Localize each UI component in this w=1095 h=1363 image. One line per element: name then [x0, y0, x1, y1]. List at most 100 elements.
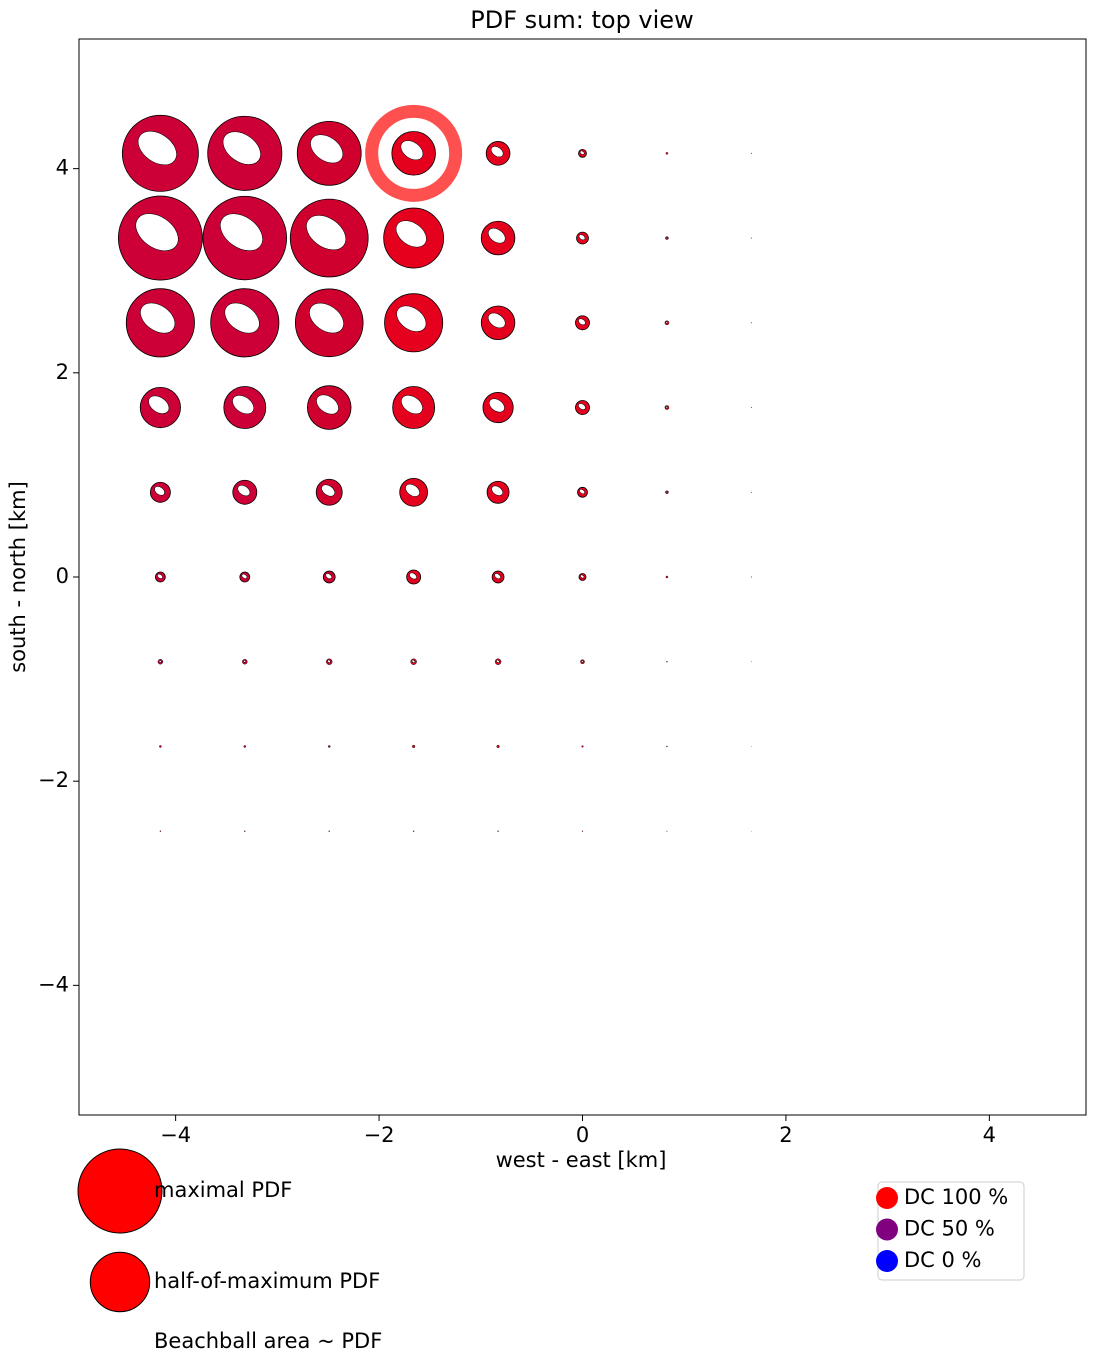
- beachball: [410, 658, 417, 665]
- nodal-plane: [237, 485, 251, 497]
- beachball: [207, 115, 283, 191]
- beachball: [307, 385, 352, 430]
- nodal-plane: [325, 573, 333, 580]
- beachball: [289, 198, 369, 278]
- beachball-disc: [159, 745, 162, 748]
- nodal-plane: [581, 660, 584, 663]
- beachball-disc: [666, 830, 668, 832]
- nodal-plane: [488, 398, 505, 413]
- beachball: [664, 405, 670, 410]
- beachball-disc: [581, 745, 584, 748]
- beachball: [496, 744, 500, 748]
- beachball-disc: [327, 745, 331, 748]
- nodal-plane: [579, 150, 585, 155]
- beachball-disc: [412, 744, 416, 748]
- nodal-plane: [401, 395, 423, 415]
- beachball: [750, 237, 752, 239]
- nodal-plane: [400, 140, 424, 161]
- beachball: [665, 236, 669, 240]
- legend-marker: [876, 1218, 898, 1241]
- beachball: [750, 407, 752, 409]
- beachball: [578, 573, 587, 581]
- beachball: [575, 400, 590, 415]
- nodal-plane: [327, 659, 331, 663]
- y-tick-label: −2: [38, 768, 69, 792]
- beachball-disc: [243, 745, 247, 748]
- x-tick-label: 0: [576, 1123, 589, 1147]
- beachball: [581, 745, 584, 748]
- legend-marker: [876, 1250, 898, 1272]
- beachball: [412, 744, 416, 748]
- nodal-plane: [148, 395, 170, 414]
- nodal-plane: [222, 131, 261, 165]
- legend-label: DC 0 %: [904, 1248, 982, 1272]
- beachball: [575, 315, 590, 331]
- nodal-plane: [494, 573, 501, 580]
- nodal-plane: [135, 213, 179, 251]
- legend-label: DC 50 %: [904, 1217, 995, 1241]
- y-tick-label: 4: [56, 156, 69, 180]
- beachball: [750, 576, 752, 578]
- nodal-plane: [405, 483, 420, 497]
- beachball: [117, 195, 203, 281]
- x-axis-label: west - east [km]: [496, 1148, 667, 1172]
- nodal-plane: [232, 395, 254, 415]
- beachball: [315, 478, 343, 506]
- nodal-plane: [491, 485, 504, 496]
- beachball: [750, 152, 752, 154]
- beachball: [202, 195, 287, 281]
- beachball: [750, 491, 752, 493]
- beachball: [244, 830, 246, 832]
- beachball: [327, 745, 331, 748]
- beachball: [296, 120, 362, 186]
- highlight-ring: [365, 104, 463, 202]
- beachball: [494, 658, 502, 665]
- beachball: [412, 830, 415, 832]
- beachball: [578, 148, 587, 158]
- nodal-plane: [396, 305, 427, 332]
- beachball: [485, 141, 511, 166]
- nodal-plane: [241, 573, 248, 579]
- nodal-plane: [496, 659, 500, 663]
- beachball: [580, 659, 585, 664]
- nodal-plane: [321, 484, 336, 497]
- x-tick-label: 4: [983, 1123, 996, 1147]
- beachball: [149, 481, 171, 503]
- nodal-plane: [487, 312, 506, 329]
- beachball: [328, 830, 330, 832]
- nodal-plane: [487, 228, 506, 244]
- beachball: [384, 293, 444, 353]
- nodal-plane: [224, 302, 260, 334]
- beachball: [391, 131, 436, 176]
- beachball: [665, 152, 669, 155]
- nodal-plane: [220, 213, 263, 251]
- beachball-disc: [412, 830, 415, 832]
- beachball: [239, 571, 251, 583]
- beachball: [121, 114, 199, 192]
- beachball: [497, 830, 499, 832]
- beachball: [666, 745, 668, 748]
- nodal-plane: [140, 302, 176, 334]
- nodal-plane: [580, 574, 585, 579]
- beachball: [581, 830, 584, 832]
- nodal-plane: [137, 130, 177, 166]
- beachball-disc: [244, 830, 246, 832]
- beachball-disc: [750, 407, 752, 409]
- beachball: [399, 477, 428, 507]
- nodal-plane: [411, 659, 416, 663]
- nodal-plane: [665, 236, 668, 239]
- beachball: [155, 571, 166, 583]
- beachball-disc: [497, 830, 499, 832]
- beachball: [666, 661, 668, 663]
- nodal-plane: [578, 403, 586, 410]
- beachball-disc: [159, 830, 162, 832]
- beachball: [665, 575, 669, 579]
- beachball: [294, 288, 364, 358]
- beachball: [480, 220, 516, 256]
- beachball: [139, 386, 181, 429]
- nodal-plane: [310, 134, 344, 164]
- nodal-plane: [665, 406, 669, 409]
- nodal-plane: [578, 234, 586, 241]
- beachball-disc: [750, 491, 752, 493]
- beachball: [486, 480, 510, 504]
